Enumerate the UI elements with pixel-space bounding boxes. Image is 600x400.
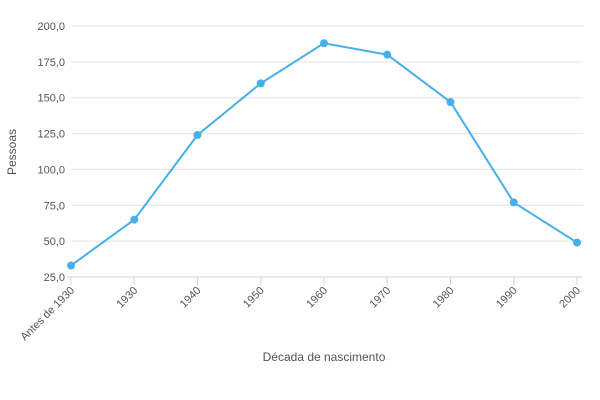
data-point[interactable]	[509, 198, 518, 207]
y-tick-label: 50,0	[44, 236, 65, 248]
y-tick-label: 175,0	[37, 57, 65, 69]
x-tick-label: 1980	[431, 285, 457, 311]
x-tick-label: 1930	[115, 285, 141, 311]
y-tick-label: 150,0	[37, 93, 65, 105]
x-tick-label: 2000	[557, 285, 583, 311]
x-axis-title: Década de nascimento	[263, 350, 386, 364]
y-tick-label: 200,0	[37, 21, 65, 33]
y-tick-label: 100,0	[37, 164, 65, 176]
data-point[interactable]	[383, 50, 392, 59]
data-point[interactable]	[446, 98, 455, 107]
x-tick-label: 1950	[241, 285, 267, 311]
x-tick-label: 1990	[494, 285, 520, 311]
x-tick-label: 1960	[304, 285, 330, 311]
data-point[interactable]	[193, 131, 202, 140]
y-tick-label: 75,0	[44, 200, 65, 212]
y-axis: 25,0 50,0 75,0 100,0 125,0 150,0 175,0 200,0	[37, 21, 65, 284]
x-tick-label: Antes de 1930	[18, 285, 77, 344]
data-point[interactable]	[573, 238, 581, 247]
series-layer	[67, 39, 581, 270]
y-axis-title: Pessoas	[5, 129, 19, 175]
data-point[interactable]	[130, 215, 139, 224]
x-tick-label: 1970	[368, 285, 394, 311]
data-point[interactable]	[256, 79, 265, 88]
y-tick-label: 125,0	[37, 129, 65, 141]
y-tick-label: 25,0	[44, 272, 65, 284]
data-point[interactable]	[320, 39, 328, 48]
grid-lines	[71, 25, 583, 242]
x-axis: Antes de 1930 1930 1940 1950 1960 1970 1980 199…	[18, 276, 583, 344]
series-line	[70, 42, 578, 267]
data-point[interactable]	[67, 261, 75, 270]
x-tick-label: 1940	[178, 285, 204, 311]
